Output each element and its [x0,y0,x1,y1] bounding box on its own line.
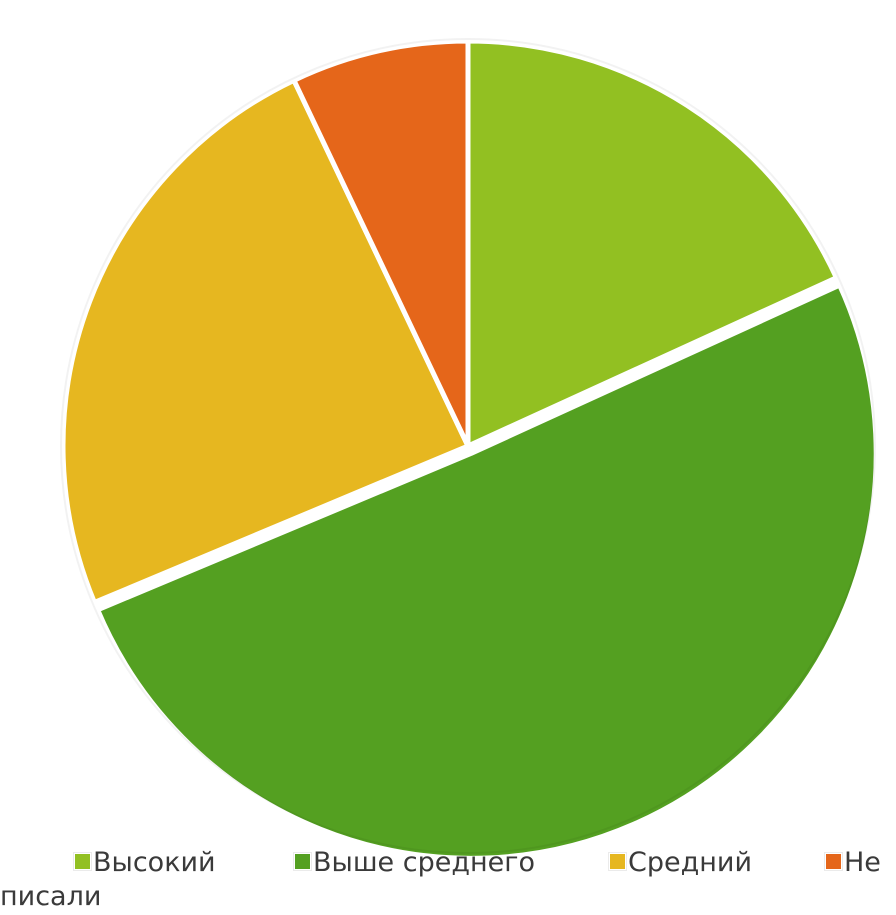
slice-not-written [291,38,471,449]
legend-swatch-above-average [294,853,311,870]
slice-above-average [95,282,879,861]
legend-swatch-high [74,853,91,870]
legend-swatch-average [609,853,626,870]
legend-swatch-not-written [825,853,842,870]
slices-layer [60,38,879,861]
legend-wrapped-label: писали [0,881,102,912]
legend-item-above-average: Выше среднего [294,846,535,880]
pie-outline [60,38,876,854]
slice-average [60,77,471,605]
slice-high [465,38,839,449]
legend-label-high: Высокий [93,847,216,878]
legend-label-above-average: Выше среднего [313,847,535,878]
legend-label-average: Средний [628,847,753,878]
legend: Высокий Выше среднего Средний Не писали [0,846,896,915]
legend-label-not-written: Не [844,847,881,878]
legend-item-average: Средний [609,846,752,880]
legend-item-high: Высокий [74,846,216,880]
legend-item-not-written: Не [825,846,881,880]
